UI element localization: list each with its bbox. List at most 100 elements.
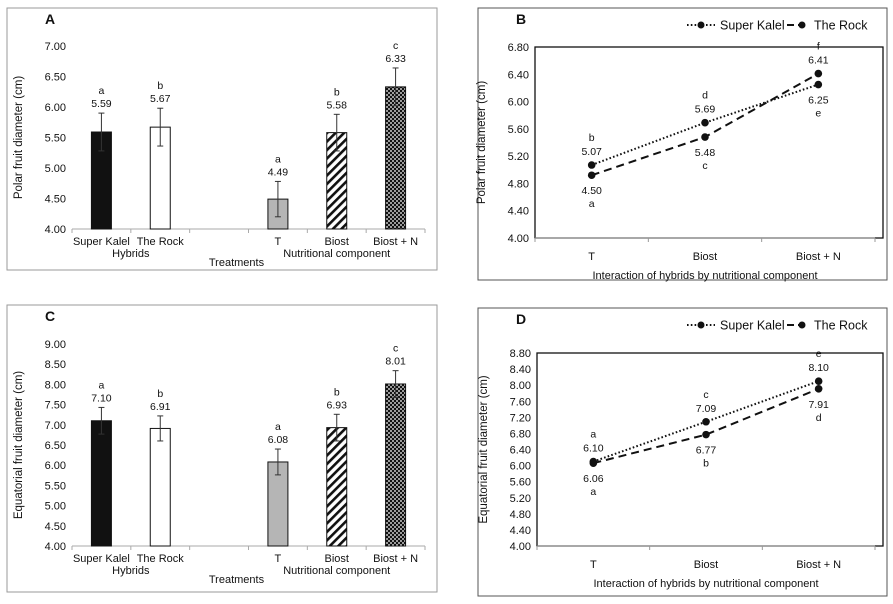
significance-letter: b <box>334 86 340 98</box>
y-tick-label: 4.80 <box>510 509 531 521</box>
panel-label: C <box>45 308 55 324</box>
y-tick-label: 7.00 <box>45 41 66 53</box>
significance-letter: a <box>98 379 104 391</box>
y-tick-label: 6.40 <box>508 69 529 81</box>
x-axis-label: Interaction of hybrids by nutritional co… <box>592 270 817 282</box>
significance-letter: b <box>703 458 709 470</box>
x-axis-label: Treatments <box>209 574 265 586</box>
data-point <box>814 384 823 393</box>
data-label: 4.49 <box>268 166 289 178</box>
plot-area <box>534 46 884 239</box>
data-label: 6.77 <box>696 445 717 457</box>
chart-panel-c: C Equatorial fruit diameter (cm) 4.00 4.50 5… <box>6 304 438 593</box>
x-tick-label: Biost + N <box>373 236 418 248</box>
y-tick-label: 5.60 <box>510 477 531 489</box>
x-tick-label: Biost <box>693 251 717 263</box>
significance-letter: a <box>98 85 104 97</box>
panel-label: D <box>516 311 526 327</box>
y-tick-label: 6.00 <box>508 97 529 109</box>
y-tick-label: 5.20 <box>508 151 529 163</box>
y-tick-label: 4.40 <box>508 206 529 218</box>
data-label: 6.25 <box>808 95 829 107</box>
significance-letter: a <box>275 421 281 433</box>
y-axis-label: Equatorial fruit diameter (cm) <box>478 375 490 523</box>
legend-label: The Rock <box>814 319 868 333</box>
x-tick-label: T <box>275 236 282 248</box>
data-label: 6.06 <box>583 473 604 485</box>
y-tick-label: 8.40 <box>510 364 531 376</box>
significance-letter: e <box>815 108 821 120</box>
data-point <box>814 377 823 385</box>
y-tick-label: 4.00 <box>508 233 529 245</box>
y-axis-label: Polar fruit diameter (cm) <box>476 81 488 205</box>
y-tick-label: 7.20 <box>510 412 531 424</box>
bar <box>149 427 171 547</box>
significance-letter: c <box>702 160 707 172</box>
group-label: Hybrids <box>112 565 150 577</box>
legend-marker <box>697 321 705 329</box>
significance-letter: d <box>702 90 708 102</box>
data-point <box>589 459 598 467</box>
y-tick-label: 6.80 <box>508 42 529 54</box>
y-tick-label: 4.50 <box>45 521 66 533</box>
x-tick-label: Biost + N <box>796 251 841 263</box>
data-label: 5.67 <box>150 93 171 105</box>
y-tick-label: 7.60 <box>510 396 531 408</box>
x-tick-label: Biost + N <box>796 559 841 571</box>
data-label: 6.93 <box>327 399 348 411</box>
significance-letter: b <box>157 80 163 92</box>
legend: Super Kalel The Rock <box>687 19 868 33</box>
series-line-the-rock <box>593 387 820 465</box>
group-label: Nutritional component <box>283 565 390 577</box>
panel-frame <box>477 7 888 281</box>
chart-panel-b: B Polar fruit diameter (cm) 4.00 4.40 4.80 5.… <box>476 7 888 282</box>
data-label: 6.91 <box>150 401 171 413</box>
y-tick-label: 6.50 <box>45 440 66 452</box>
significance-letter: a <box>589 198 595 210</box>
significance-letter: c <box>393 343 398 355</box>
y-tick-label: 6.80 <box>510 428 531 440</box>
legend-label: Super Kalel <box>720 319 785 333</box>
y-tick-label: 4.00 <box>510 541 531 553</box>
data-label: 6.41 <box>808 55 829 67</box>
data-label: 7.10 <box>91 392 112 404</box>
significance-letter: f <box>817 41 820 53</box>
x-tick-label: The Rock <box>137 236 185 248</box>
data-label: 8.10 <box>808 362 829 374</box>
significance-letter: a <box>275 153 281 165</box>
y-tick-label: 4.00 <box>45 224 66 236</box>
y-tick-label: 8.80 <box>510 348 531 360</box>
legend-marker <box>798 321 806 329</box>
data-point <box>701 118 709 127</box>
y-tick-label: 5.00 <box>45 501 66 513</box>
x-tick-label: The Rock <box>137 553 185 565</box>
significance-letter: e <box>816 348 822 360</box>
data-label: 5.58 <box>327 99 348 111</box>
y-tick-label: 6.50 <box>45 72 66 84</box>
x-axis-label: Interaction of hybrids by nutritional co… <box>593 578 818 590</box>
x-tick-label: T <box>588 251 595 263</box>
y-tick-label: 9.00 <box>45 339 66 351</box>
y-tick-label: 6.00 <box>45 102 66 114</box>
data-label: 6.08 <box>268 434 289 446</box>
data-point <box>702 430 710 439</box>
data-label: 7.91 <box>808 399 829 411</box>
data-label: 5.59 <box>91 98 112 110</box>
y-axis-label: Equatorial fruit diameter (cm) <box>13 371 25 519</box>
y-tick-label: 6.00 <box>510 461 531 473</box>
bar <box>90 420 112 547</box>
bar <box>385 86 407 230</box>
y-tick-label: 7.50 <box>45 400 66 412</box>
data-label: 4.50 <box>581 185 602 197</box>
y-tick-label: 4.50 <box>45 194 66 206</box>
group-label: Nutritional component <box>283 248 390 260</box>
x-tick-label: T <box>590 559 597 571</box>
significance-letter: b <box>589 132 595 144</box>
data-label: 6.33 <box>385 53 406 65</box>
significance-letter: c <box>703 389 708 401</box>
y-tick-label: 8.50 <box>45 359 66 371</box>
significance-letter: b <box>157 388 163 400</box>
x-tick-label: Biost <box>694 559 718 571</box>
panel-frame <box>6 7 438 271</box>
panel-label: A <box>45 11 55 27</box>
